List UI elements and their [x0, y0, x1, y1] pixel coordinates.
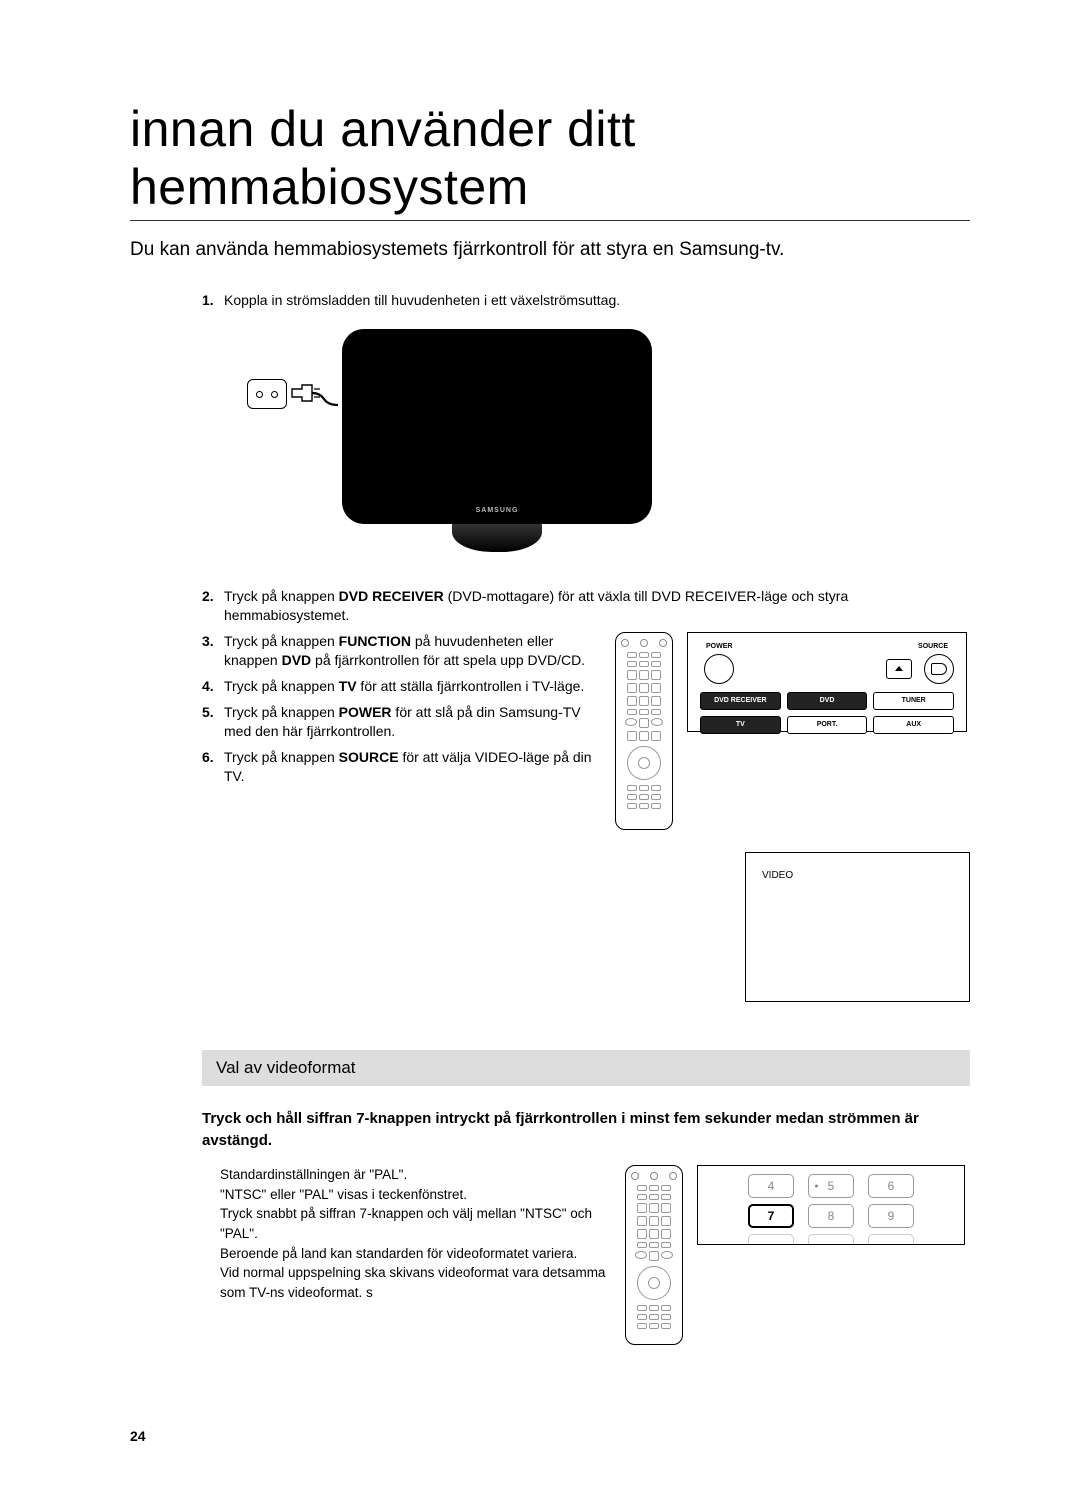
- step-number: 6.: [202, 748, 224, 787]
- keypad-9: 9: [868, 1204, 914, 1228]
- tv-stand-icon: [452, 524, 542, 552]
- steps-with-figures: 3. Tryck på knappen FUNCTION på huvudenh…: [202, 632, 970, 1002]
- keypad-7-highlighted: 7: [748, 1204, 794, 1228]
- remote-detail-top: POWER SOURCE DVD RECEIVER DVD TUNER: [687, 632, 967, 732]
- screen-video-label: VIDEO: [762, 870, 793, 881]
- power-button-icon: [704, 654, 734, 684]
- step-number: 4.: [202, 677, 224, 697]
- text-fragment: Tryck på knappen: [224, 749, 339, 765]
- keypad-partial: [808, 1234, 854, 1244]
- keypad-partial: [748, 1234, 794, 1244]
- tv-logo: SAMSUNG: [476, 507, 519, 514]
- keypad-detail: 4 5 6 7 8 9: [697, 1165, 965, 1245]
- step-number: 5.: [202, 703, 224, 742]
- aux-button: AUX: [873, 716, 954, 734]
- source-button-icon: [924, 654, 954, 684]
- body-line: Tryck snabbt på siffran 7-knappen och vä…: [220, 1204, 609, 1243]
- wall-outlet-icon: [247, 379, 287, 409]
- step-4: 4. Tryck på knappen TV för att ställa fj…: [202, 677, 599, 697]
- page-number: 24: [130, 1428, 146, 1444]
- steps-column: 3. Tryck på knappen FUNCTION på huvudenh…: [202, 632, 599, 1002]
- page-subtitle: Du kan använda hemmabiosystemets fjärrko…: [130, 239, 970, 261]
- tv-button: TV: [700, 716, 781, 734]
- step-2: 2. Tryck på knappen DVD RECEIVER (DVD-mo…: [202, 587, 970, 626]
- keypad-4: 4: [748, 1174, 794, 1198]
- body-line: Standardinställningen är "PAL".: [220, 1165, 609, 1185]
- step-number: 3.: [202, 632, 224, 671]
- bold-instruction: Tryck och håll siffran 7-knappen intryck…: [202, 1108, 970, 1152]
- keypad-5: 5: [808, 1174, 854, 1198]
- text-fragment: för att ställa fjärrkontrollen i TV-läge…: [357, 678, 585, 694]
- step-1: 1. Koppla in strömsladden till huvudenhe…: [202, 291, 970, 311]
- tv-body-icon: SAMSUNG: [342, 329, 652, 524]
- step-text: Koppla in strömsladden till huvudenheten…: [224, 291, 970, 311]
- key-label: 5: [828, 1179, 835, 1193]
- step-number: 1.: [202, 291, 224, 311]
- tuner-button: TUNER: [873, 692, 954, 710]
- body-line: Beroende på land kan standarden för vide…: [220, 1244, 609, 1264]
- step-text: Tryck på knappen POWER för att slå på di…: [224, 703, 599, 742]
- text-fragment: Tryck på knappen: [224, 678, 339, 694]
- step-3: 3. Tryck på knappen FUNCTION på huvudenh…: [202, 632, 599, 671]
- content-area: 1. Koppla in strömsladden till huvudenhe…: [130, 291, 970, 1345]
- bottom-columns: Standardinställningen är "PAL". "NTSC" e…: [202, 1165, 970, 1345]
- bold-text: DVD: [282, 652, 312, 668]
- text-fragment: Tryck på knappen: [224, 633, 339, 649]
- keypad-8: 8: [808, 1204, 854, 1228]
- section-header: Val av videoformat: [202, 1050, 970, 1086]
- dvd-button: DVD: [787, 692, 868, 710]
- keypad-6: 6: [868, 1174, 914, 1198]
- tv-illustration: SAMSUNG: [242, 329, 662, 559]
- port-button: PORT.: [787, 716, 868, 734]
- dvd-receiver-button: DVD RECEIVER: [700, 692, 781, 710]
- remote-with-detail: POWER SOURCE DVD RECEIVER DVD TUNER: [615, 632, 970, 830]
- text-fragment: Tryck på knappen: [224, 588, 339, 604]
- bold-text: TV: [339, 678, 357, 694]
- bold-text: FUNCTION: [339, 633, 411, 649]
- power-label: POWER: [706, 643, 732, 650]
- step-text: Tryck på knappen TV för att ställa fjärr…: [224, 677, 599, 697]
- body-line: Vid normal uppspelning ska skivans video…: [220, 1263, 609, 1302]
- bold-text: SOURCE: [339, 749, 399, 765]
- body-line: "NTSC" eller "PAL" visas i teckenfönstre…: [220, 1185, 609, 1205]
- figure-column: POWER SOURCE DVD RECEIVER DVD TUNER: [615, 632, 970, 1002]
- remote-icon: [625, 1165, 683, 1345]
- bottom-figure: 4 5 6 7 8 9: [625, 1165, 970, 1345]
- text-fragment: Tryck på knappen: [224, 704, 339, 720]
- bold-text: DVD RECEIVER: [339, 588, 444, 604]
- step-text: Tryck på knappen SOURCE för att välja VI…: [224, 748, 599, 787]
- source-label: SOURCE: [918, 643, 948, 650]
- step-number: 2.: [202, 587, 224, 626]
- eject-button-icon: [886, 659, 912, 679]
- step-text: Tryck på knappen DVD RECEIVER (DVD-motta…: [224, 587, 970, 626]
- bold-text: POWER: [339, 704, 392, 720]
- remote-icon: [615, 632, 673, 830]
- step-5: 5. Tryck på knappen POWER för att slå på…: [202, 703, 599, 742]
- body-text-block: Standardinställningen är "PAL". "NTSC" e…: [202, 1165, 609, 1345]
- page-title: innan du använder ditt hemmabiosystem: [130, 100, 970, 221]
- keypad-partial: [868, 1234, 914, 1244]
- power-plug-icon: [290, 379, 340, 407]
- step-text: Tryck på knappen FUNCTION på huvudenhete…: [224, 632, 599, 671]
- step-6: 6. Tryck på knappen SOURCE för att välja…: [202, 748, 599, 787]
- tv-screen-box: VIDEO: [745, 852, 970, 1002]
- text-fragment: på fjärrkontrollen för att spela upp DVD…: [311, 652, 585, 668]
